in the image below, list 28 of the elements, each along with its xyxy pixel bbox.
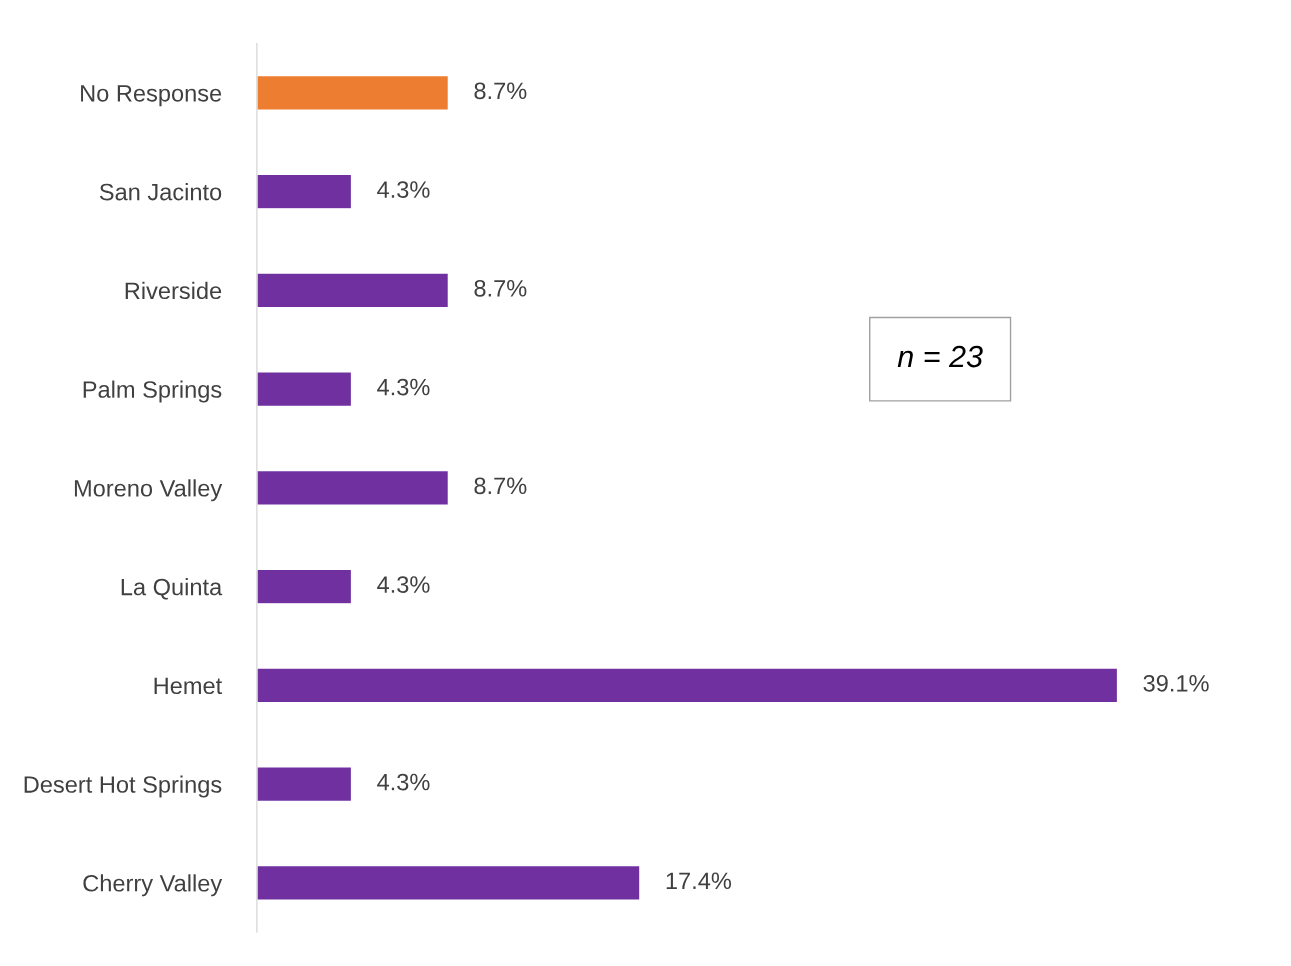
data-label: 39.1%	[1143, 674, 1209, 692]
y-tick-label: La Quinta	[121, 578, 223, 600]
bar	[256, 469, 450, 506]
bar	[256, 371, 353, 408]
data-label: 8.7%	[474, 477, 527, 495]
bar	[256, 667, 1119, 704]
data-label: 17.4%	[666, 872, 732, 890]
y-tick-label: Cherry Valley	[83, 874, 223, 897]
y-tick-label: Desert Hot Springs	[24, 775, 222, 798]
data-label: 8.7%	[474, 279, 527, 297]
y-tick-label: Palm Springs	[83, 380, 222, 403]
y-tick-label: Moreno Valley	[74, 479, 223, 502]
y-tick-label: No Response	[81, 85, 222, 107]
y-tick-label: San Jacinto	[99, 183, 222, 201]
data-label: 4.3%	[377, 576, 430, 593]
annotation: n = 23	[897, 345, 983, 368]
bar	[256, 568, 353, 605]
bar	[256, 766, 353, 803]
bar	[256, 864, 641, 901]
data-label: 8.7%	[474, 82, 527, 100]
y-tick-label: Hemet	[154, 677, 223, 695]
bar	[256, 74, 450, 111]
y-tick-label: Riverside	[125, 281, 222, 300]
data-label: 4.3%	[377, 378, 430, 396]
data-label: 4.3%	[377, 181, 430, 198]
bar	[256, 173, 353, 210]
bar	[256, 272, 450, 309]
data-label: 4.3%	[377, 773, 430, 791]
